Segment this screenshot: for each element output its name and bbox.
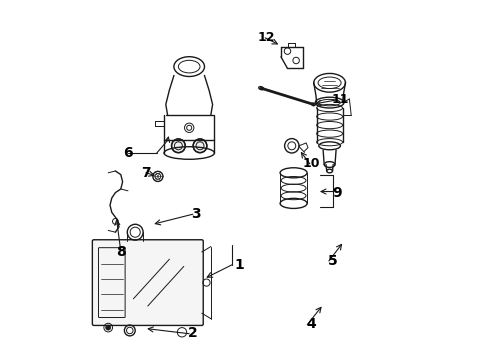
Ellipse shape [172,139,185,153]
Text: 2: 2 [188,326,197,340]
Ellipse shape [193,139,207,153]
Text: 7: 7 [141,166,151,180]
Text: 3: 3 [192,207,201,221]
Text: 12: 12 [257,31,274,44]
Text: 1: 1 [235,258,245,271]
Text: 4: 4 [307,317,317,331]
Circle shape [106,325,111,330]
Text: 5: 5 [328,254,338,268]
Text: 6: 6 [123,146,133,160]
Text: 9: 9 [332,186,342,199]
Text: 11: 11 [332,93,349,105]
Text: 8: 8 [116,245,125,259]
Text: 10: 10 [303,157,320,170]
FancyBboxPatch shape [92,240,203,325]
